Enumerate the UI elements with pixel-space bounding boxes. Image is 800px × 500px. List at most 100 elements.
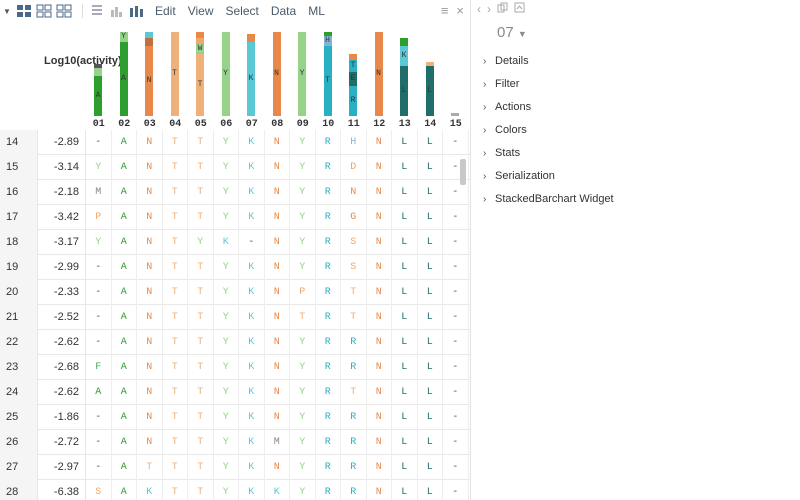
residue-cell[interactable]: Y	[214, 455, 239, 480]
residue-cell[interactable]: -	[86, 330, 112, 355]
activity-cell[interactable]: -3.14	[38, 155, 86, 180]
logo-bar[interactable]: A	[94, 64, 102, 116]
residue-cell[interactable]: Y	[214, 405, 239, 430]
residue-cell[interactable]: -	[86, 430, 112, 455]
activity-cell[interactable]: -2.89	[38, 130, 86, 155]
residue-cell[interactable]: T	[163, 380, 188, 405]
residue-cell[interactable]: -	[443, 230, 469, 255]
position-column-15[interactable]: 15	[443, 22, 469, 130]
accordion-stackedbarchart-widget[interactable]: › StackedBarchart Widget	[483, 193, 614, 205]
residue-cell[interactable]: N	[265, 155, 290, 180]
residue-cell[interactable]: N	[265, 455, 290, 480]
grid-view-icon[interactable]	[16, 3, 32, 19]
residue-cell[interactable]: L	[392, 430, 418, 455]
residue-cell[interactable]: L	[392, 355, 418, 380]
residue-cell[interactable]: T	[188, 405, 214, 430]
residue-cell[interactable]: T	[188, 380, 214, 405]
residue-cell[interactable]: N	[137, 305, 163, 330]
residue-cell[interactable]: M	[86, 180, 112, 205]
activity-cell[interactable]: -1.86	[38, 405, 86, 430]
residue-cell[interactable]: L	[392, 130, 418, 155]
residue-cell[interactable]: N	[265, 230, 290, 255]
residue-cell[interactable]: T	[290, 305, 316, 330]
logo-bar[interactable]: K	[247, 34, 255, 116]
accordion-details[interactable]: › Details	[483, 55, 529, 67]
residue-cell[interactable]: R	[316, 205, 341, 230]
residue-cell[interactable]: K	[239, 255, 265, 280]
residue-cell[interactable]: R	[316, 305, 341, 330]
row-index[interactable]: 16	[0, 180, 38, 205]
residue-cell[interactable]: Y	[86, 230, 112, 255]
table-row[interactable]: 21 -2.52- A N T T Y K N T R T N L L -	[0, 305, 470, 330]
residue-cell[interactable]: M	[265, 430, 290, 455]
residue-cell[interactable]: -	[443, 480, 469, 500]
residue-cell[interactable]: T	[188, 305, 214, 330]
residue-cell[interactable]: T	[341, 305, 367, 330]
residue-cell[interactable]: Y	[214, 180, 239, 205]
table-row[interactable]: 25 -1.86- A N T T Y K N Y R R N L L -	[0, 405, 470, 430]
row-index[interactable]: 20	[0, 280, 38, 305]
residue-cell[interactable]: L	[392, 405, 418, 430]
residue-cell[interactable]: -	[443, 155, 469, 180]
logo-bar[interactable]: T	[170, 32, 179, 116]
residue-cell[interactable]: N	[367, 130, 392, 155]
residue-cell[interactable]: A	[112, 330, 137, 355]
chevron-down-icon[interactable]: ▼	[517, 29, 527, 39]
residue-cell[interactable]: A	[112, 380, 137, 405]
residue-cell[interactable]: N	[137, 355, 163, 380]
residue-cell[interactable]: T	[188, 455, 214, 480]
residue-cell[interactable]: N	[265, 355, 290, 380]
residue-cell[interactable]: N	[265, 280, 290, 305]
residue-cell[interactable]: T	[163, 155, 188, 180]
residue-cell[interactable]: N	[265, 405, 290, 430]
position-column-14[interactable]: L 14	[418, 22, 444, 130]
residue-cell[interactable]: T	[163, 480, 188, 500]
row-index[interactable]: 14	[0, 130, 38, 155]
residue-cell[interactable]: N	[367, 230, 392, 255]
residue-cell[interactable]: G	[341, 205, 367, 230]
activity-cell[interactable]: -2.99	[38, 255, 86, 280]
table-row[interactable]: 28 -6.38 S A K T T Y K K Y R R N L L -	[0, 480, 470, 500]
residue-cell[interactable]: N	[137, 180, 163, 205]
residue-cell[interactable]: N	[137, 280, 163, 305]
residue-cell[interactable]: T	[163, 430, 188, 455]
residue-cell[interactable]: Y	[290, 155, 316, 180]
residue-cell[interactable]: N	[265, 380, 290, 405]
residue-cell[interactable]: R	[316, 330, 341, 355]
position-column-03[interactable]: N 03	[137, 22, 163, 130]
position-column-02[interactable]: Y A 02	[112, 22, 138, 130]
position-column-01[interactable]: A 01	[86, 22, 112, 130]
residue-cell[interactable]: N	[137, 330, 163, 355]
residue-cell[interactable]: L	[418, 205, 443, 230]
residue-cell[interactable]: T	[163, 180, 188, 205]
residue-cell[interactable]: P	[86, 205, 112, 230]
accordion-filter[interactable]: › Filter	[483, 78, 519, 90]
residue-cell[interactable]: T	[188, 255, 214, 280]
activity-cell[interactable]: -2.68	[38, 355, 86, 380]
residue-cell[interactable]: N	[137, 430, 163, 455]
back-icon[interactable]: ‹	[477, 2, 481, 16]
residue-cell[interactable]: K	[239, 455, 265, 480]
residue-cell[interactable]: N	[137, 155, 163, 180]
residue-cell[interactable]: Y	[214, 380, 239, 405]
row-index[interactable]: 15	[0, 155, 38, 180]
residue-cell[interactable]: N	[265, 330, 290, 355]
table-row[interactable]: 19 -2.99- A N T T Y K N Y R S N L L -	[0, 255, 470, 280]
residue-cell[interactable]: R	[316, 180, 341, 205]
residue-cell[interactable]: A	[112, 130, 137, 155]
residue-cell[interactable]: L	[392, 480, 418, 500]
residue-cell[interactable]: -	[443, 305, 469, 330]
residue-cell[interactable]: Y	[290, 130, 316, 155]
residue-cell[interactable]: Y	[214, 330, 239, 355]
residue-cell[interactable]: L	[418, 305, 443, 330]
position-column-10[interactable]: H T 10	[316, 22, 342, 130]
residue-cell[interactable]: Y	[290, 205, 316, 230]
residue-cell[interactable]: -	[86, 130, 112, 155]
row-index[interactable]: 26	[0, 430, 38, 455]
residue-cell[interactable]: R	[341, 455, 367, 480]
residue-cell[interactable]: Y	[214, 355, 239, 380]
residue-cell[interactable]: -	[443, 180, 469, 205]
residue-cell[interactable]: N	[265, 180, 290, 205]
